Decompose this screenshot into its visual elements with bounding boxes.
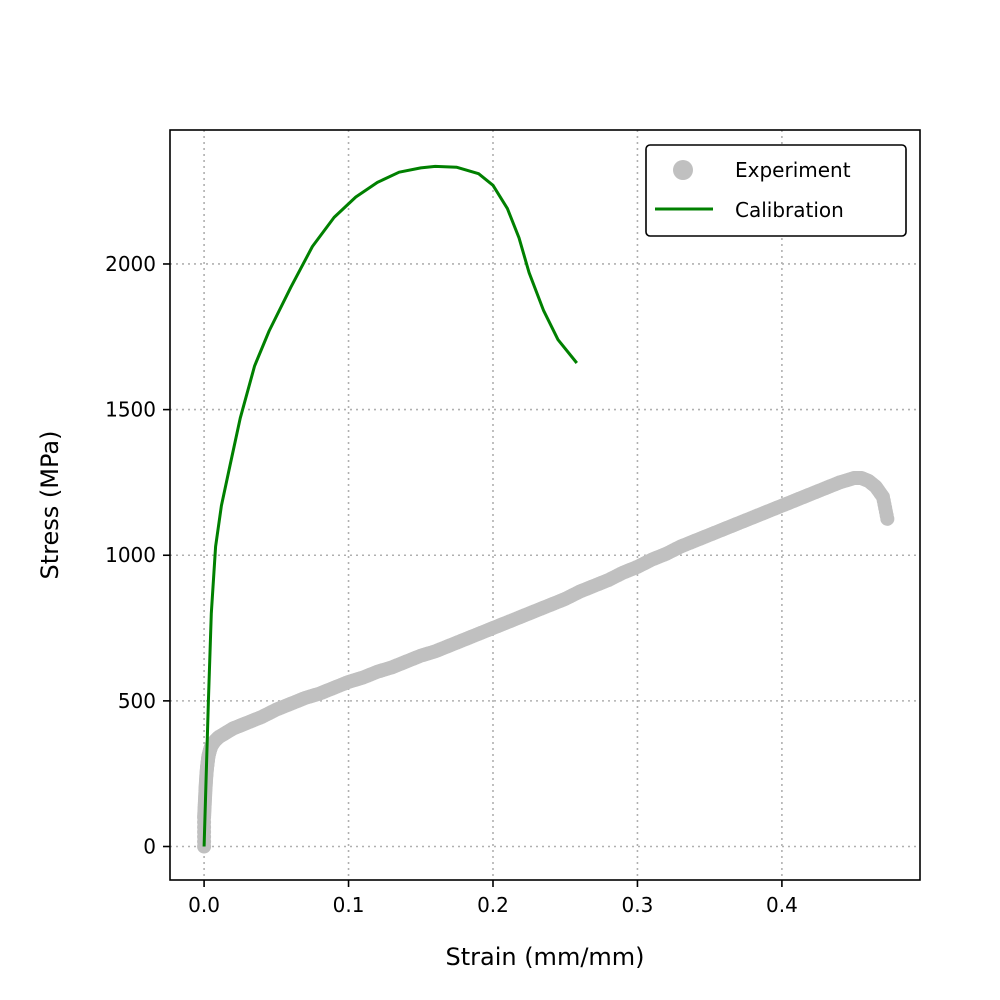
experiment-series	[197, 471, 895, 854]
y-tick-label: 0	[143, 835, 156, 859]
legend: Experiment Calibration	[645, 144, 907, 237]
y-axis-label: Stress (MPa)	[36, 431, 64, 580]
legend-label-experiment: Experiment	[735, 158, 851, 182]
ticks: 0.0 0.1 0.2 0.3 0.4 0 500 1000 1500 2000	[105, 252, 798, 917]
y-tick-label: 500	[118, 689, 156, 713]
legend-box	[645, 144, 907, 237]
x-tick-label: 0.4	[766, 893, 798, 917]
x-tick-label: 0.0	[188, 893, 220, 917]
y-tick-label: 1500	[105, 398, 156, 422]
y-tick-label: 1000	[105, 543, 156, 567]
legend-marker-experiment	[673, 160, 693, 180]
legend-label-calibration: Calibration	[735, 198, 844, 222]
axes-frame	[169, 129, 921, 881]
x-tick-label: 0.3	[622, 893, 654, 917]
experiment-point	[880, 511, 895, 526]
calibration-series-line	[202, 164, 578, 847]
x-tick-label: 0.1	[333, 893, 365, 917]
y-tick-label: 2000	[105, 252, 156, 276]
x-tick-label: 0.2	[477, 893, 509, 917]
x-axis-label: Strain (mm/mm)	[445, 943, 644, 971]
plot-area	[197, 164, 895, 854]
